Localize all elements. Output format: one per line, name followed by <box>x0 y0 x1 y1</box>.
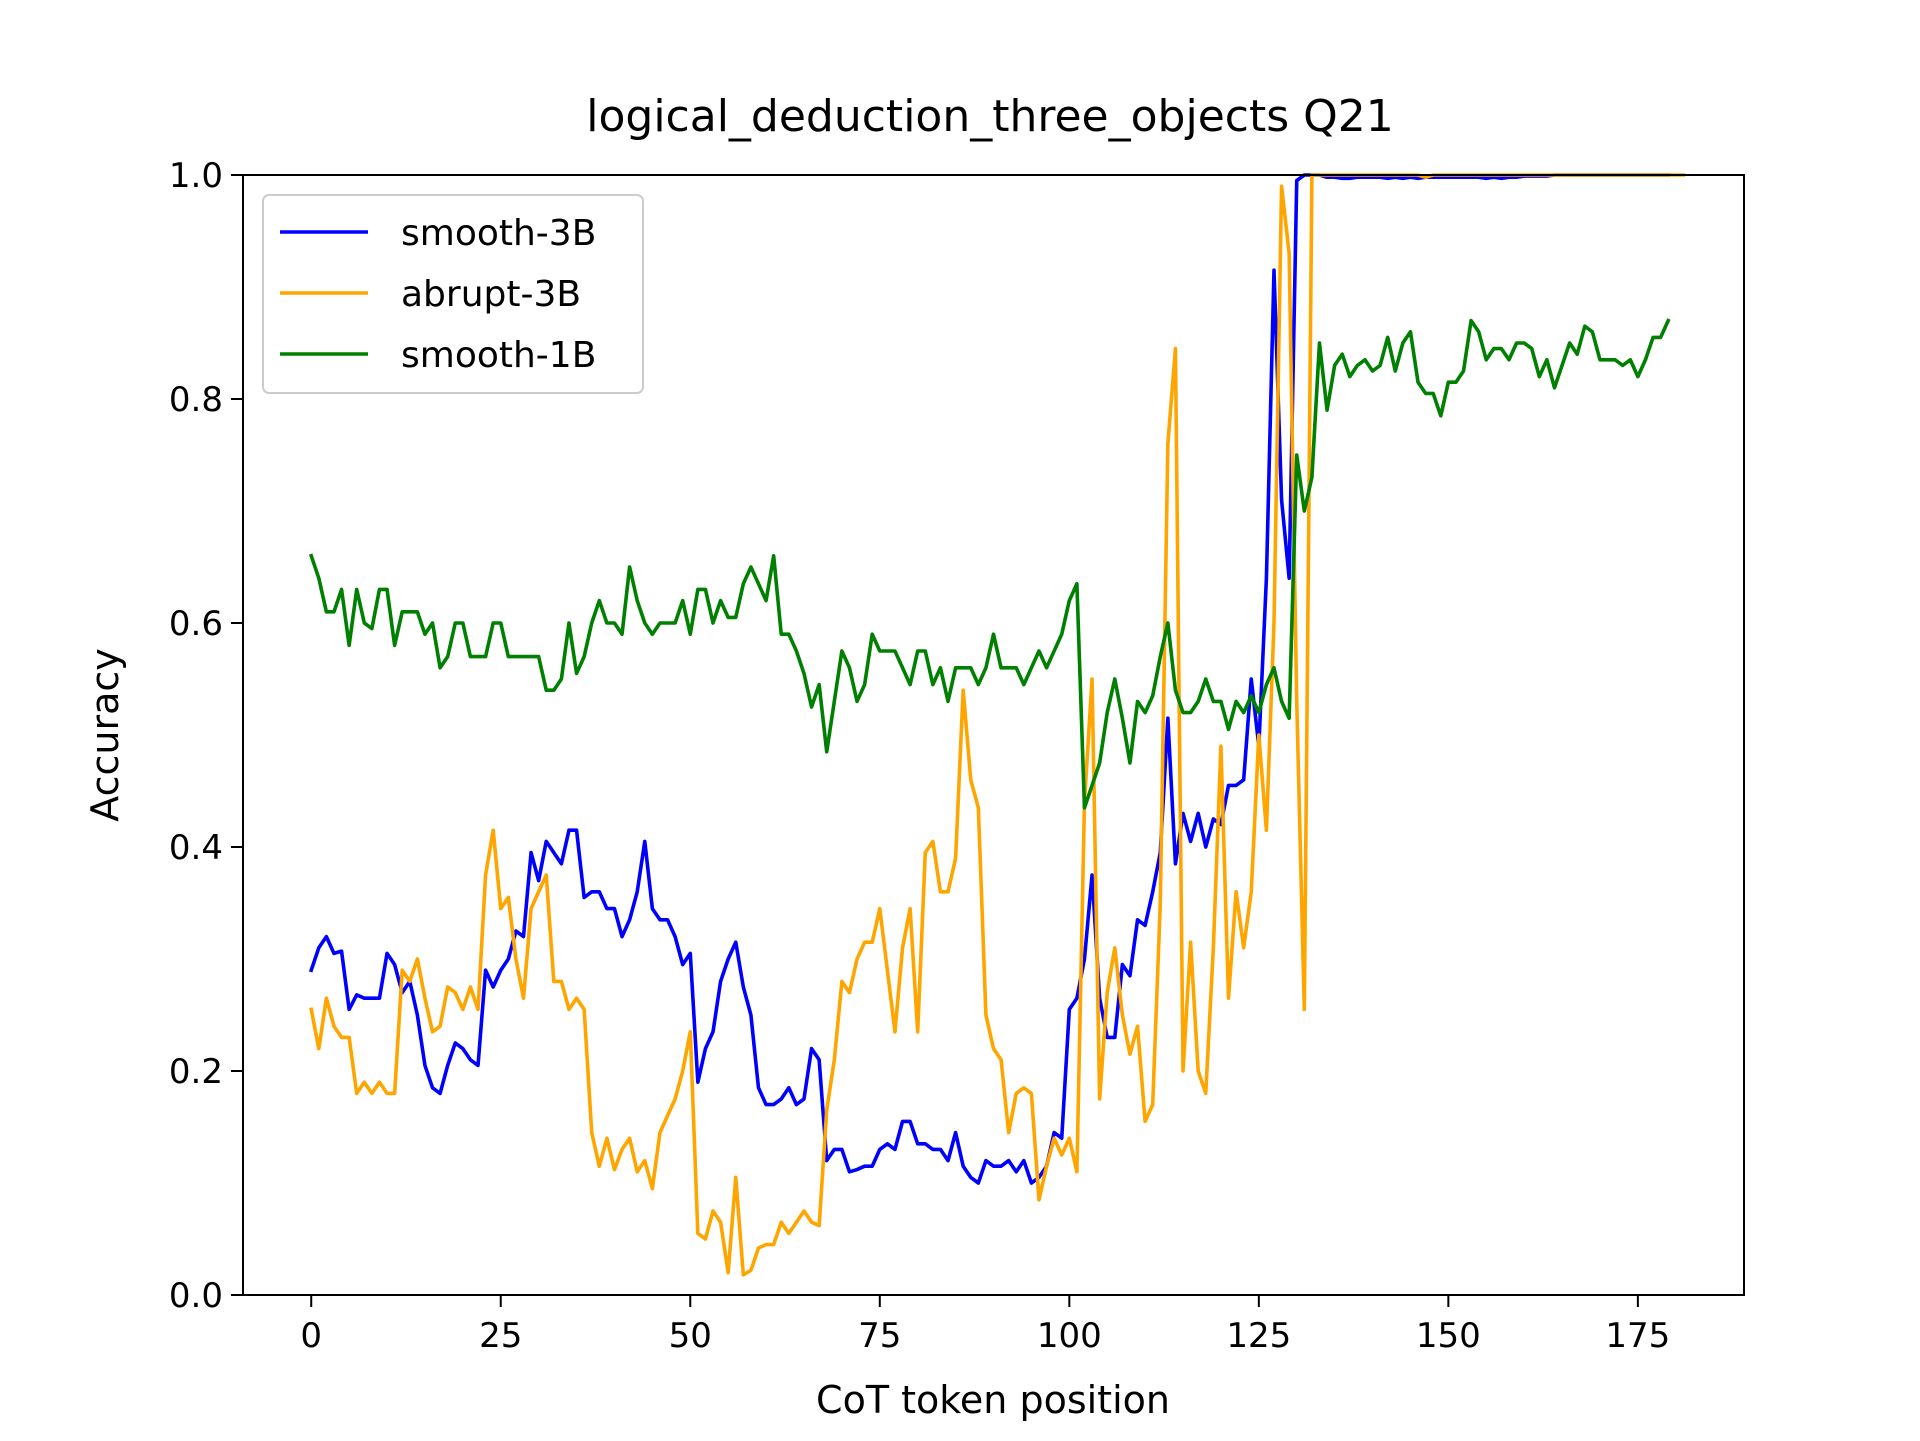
x-tick-label: 125 <box>1226 1316 1291 1356</box>
legend-box <box>262 194 644 394</box>
x-tick-label: 50 <box>669 1316 712 1356</box>
y-tick-label: 1.0 <box>169 156 223 196</box>
y-tick-label: 0.6 <box>169 604 223 644</box>
series-line-smooth-1B <box>308 318 1671 810</box>
x-tick-label: 25 <box>479 1316 522 1356</box>
y-tick-label: 0.8 <box>169 380 223 420</box>
y-axis-label: Accuracy <box>83 648 127 822</box>
x-tick-label: 75 <box>858 1316 901 1356</box>
x-tick-label: 100 <box>1037 1316 1102 1356</box>
y-tick-label: 0.0 <box>169 1276 223 1316</box>
x-tick-label: 0 <box>300 1316 322 1356</box>
chart-title: logical_deduction_three_objects Q21 <box>586 91 1394 142</box>
y-tick-label: 0.4 <box>169 828 223 868</box>
legend-label-smooth-3B: smooth-3B <box>401 213 596 254</box>
x-axis-label: CoT token position <box>816 1378 1170 1422</box>
plot-frame <box>242 174 1745 1296</box>
series-line-smooth-3B <box>308 173 1670 1185</box>
legend-label-smooth-1B: smooth-1B <box>401 335 596 376</box>
y-axis: 0.0 0.2 0.4 0.6 0.8 1.0 <box>169 156 243 1316</box>
x-tick-label: 150 <box>1416 1316 1481 1356</box>
legend-label-abrupt-3B: abrupt-3B <box>401 274 581 315</box>
y-tick-label: 0.2 <box>169 1052 223 1092</box>
x-tick-label: 175 <box>1605 1316 1670 1356</box>
legend: smooth-3B abrupt-3B smooth-1B <box>262 194 644 394</box>
x-axis: 0 25 50 75 100 125 150 175 <box>300 1295 1670 1356</box>
